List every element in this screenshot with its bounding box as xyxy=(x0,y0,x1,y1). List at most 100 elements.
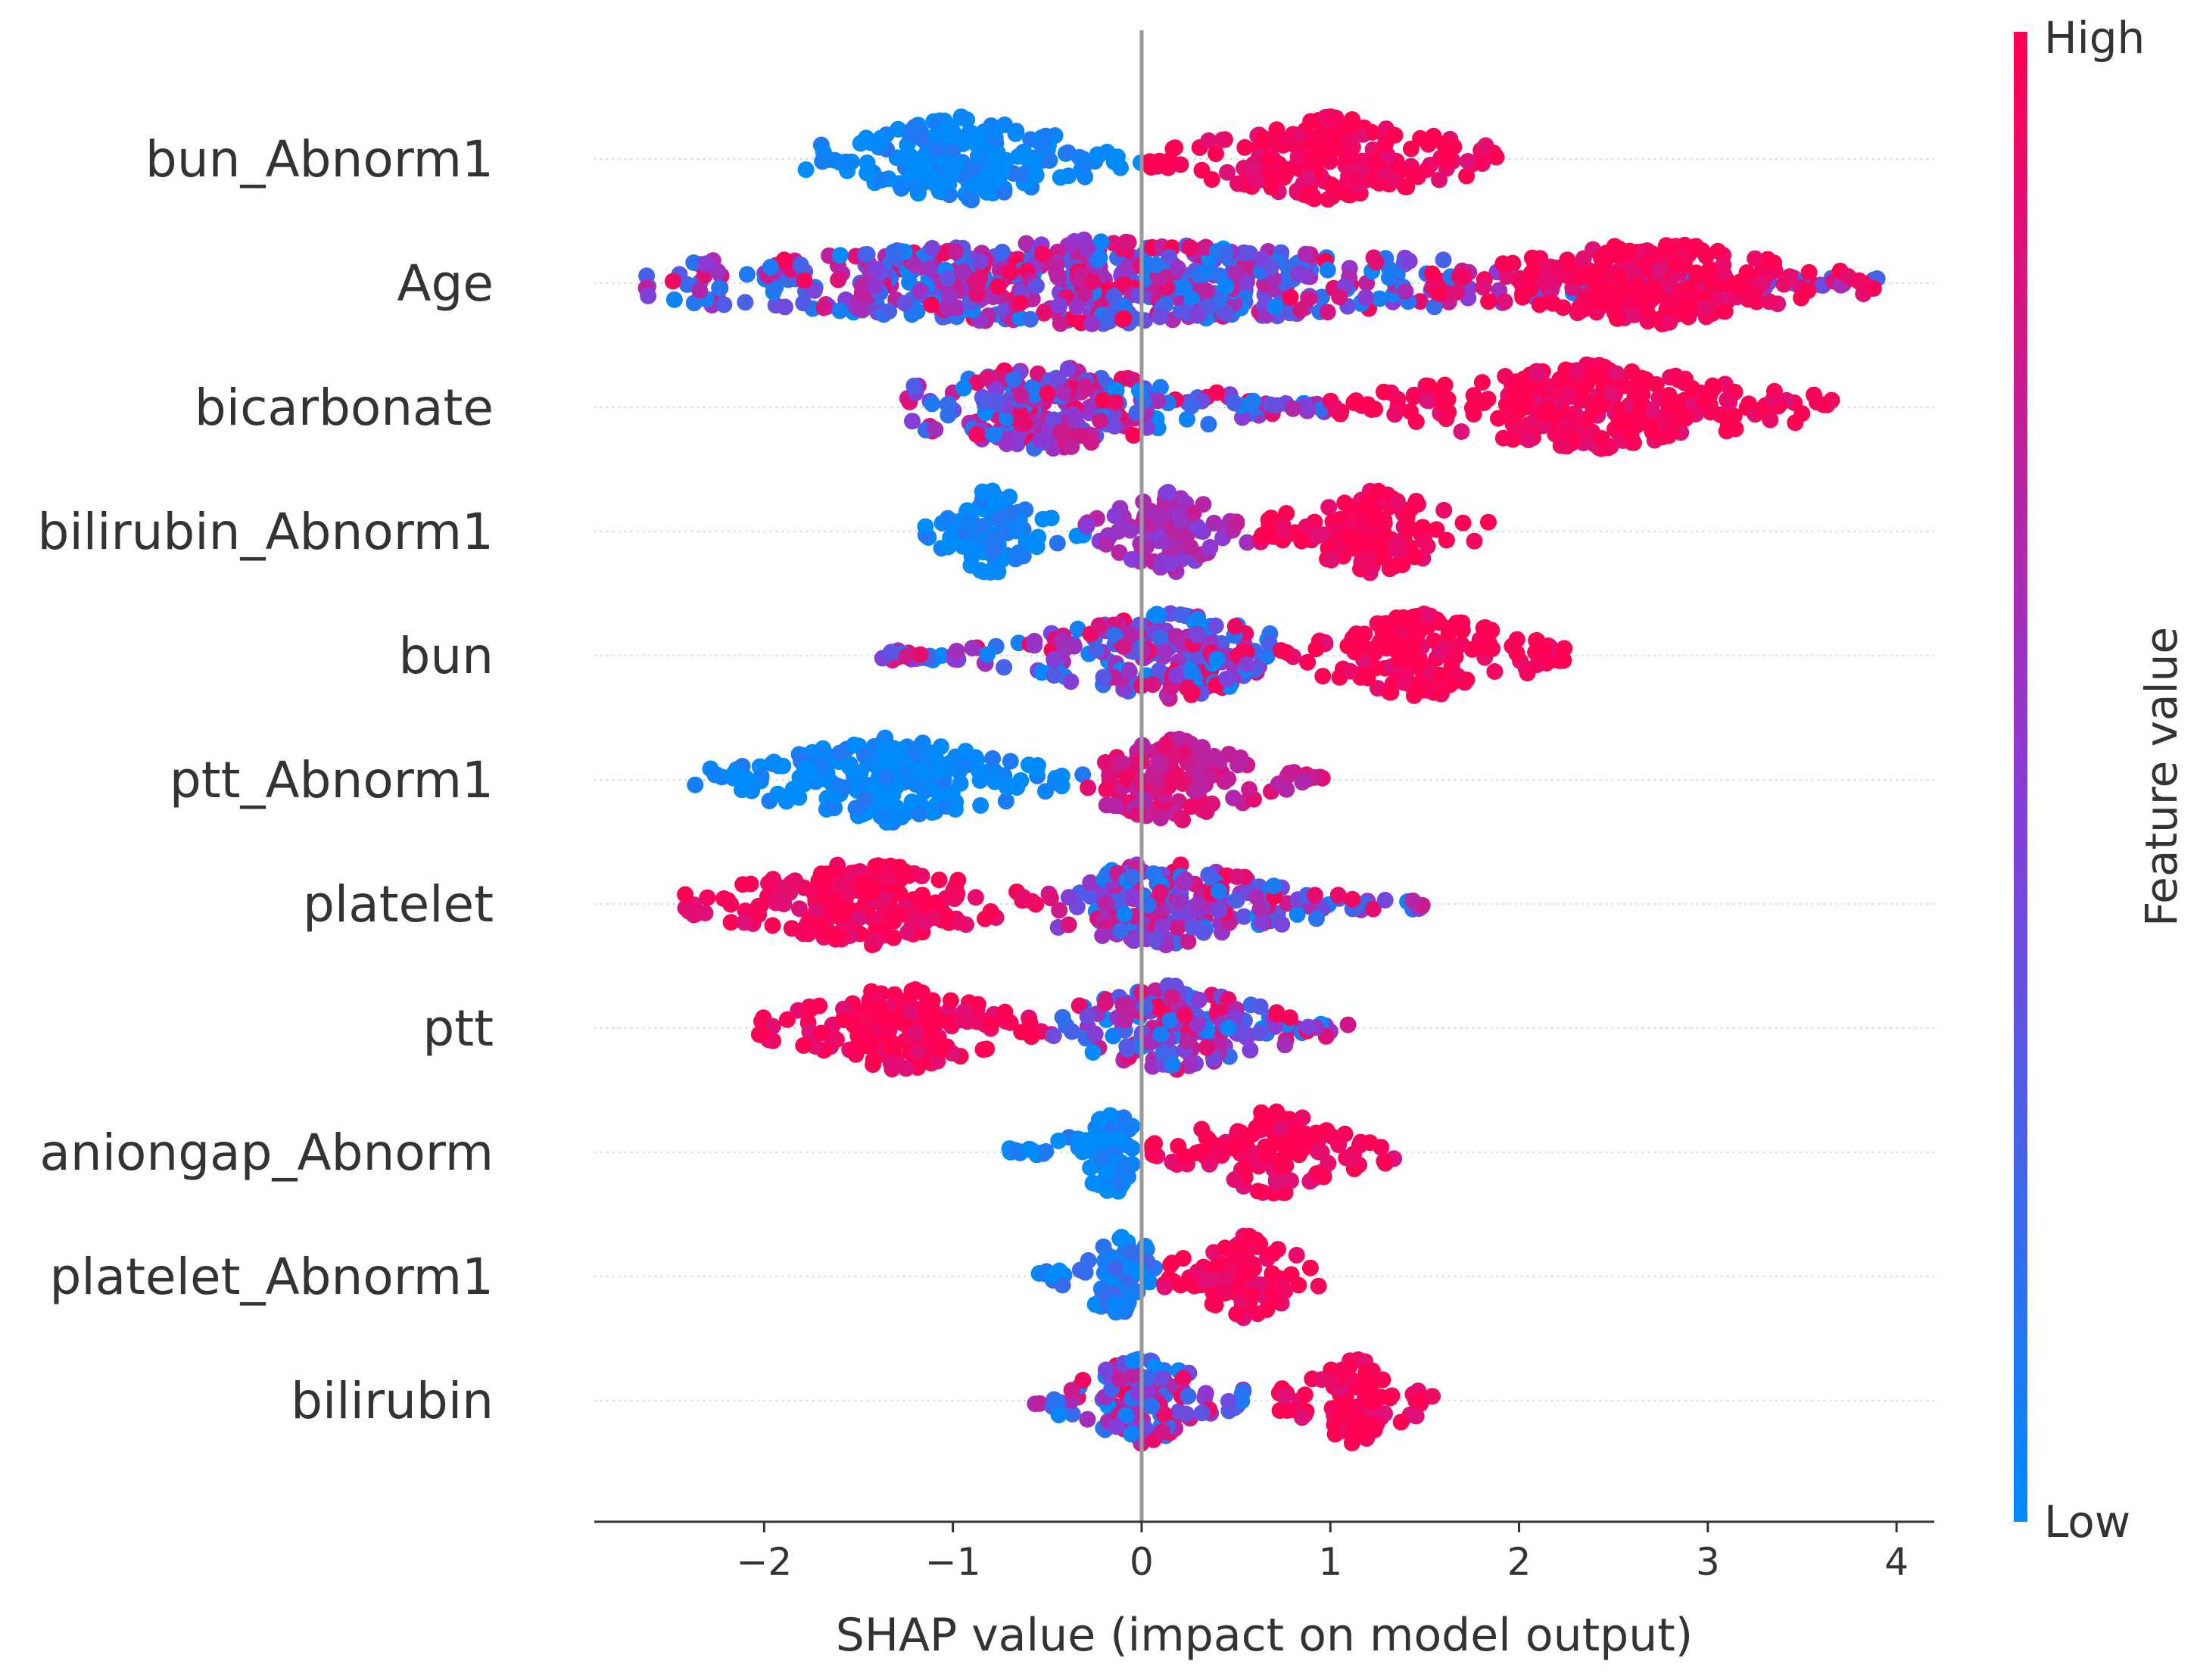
shap-point xyxy=(1426,298,1443,316)
x-tick-label: −2 xyxy=(737,1540,793,1584)
shap-point xyxy=(1331,288,1348,306)
shap-point xyxy=(815,759,832,777)
shap-point xyxy=(880,303,898,320)
shap-point xyxy=(1459,153,1476,170)
shap-point xyxy=(1092,412,1109,429)
shap-point xyxy=(927,421,944,438)
shap-point xyxy=(1435,251,1452,269)
colorbar: High Low Feature value xyxy=(2014,12,2187,1548)
shap-point xyxy=(1560,418,1578,435)
shap-point xyxy=(1151,379,1169,396)
shap-point xyxy=(1026,386,1043,404)
shap-point xyxy=(1761,293,1778,310)
shap-point xyxy=(1185,504,1202,522)
shap-point xyxy=(1302,113,1320,130)
shap-point xyxy=(699,889,716,906)
shap-point xyxy=(974,483,991,500)
shap-point xyxy=(1681,278,1699,295)
shap-point xyxy=(1658,242,1675,260)
shap-point xyxy=(1055,384,1072,401)
shap-point xyxy=(921,260,939,277)
shap-point xyxy=(1274,522,1292,539)
shap-point xyxy=(944,142,961,160)
shap-point xyxy=(709,263,727,280)
shap-point xyxy=(1675,374,1693,391)
shap-point xyxy=(914,734,931,752)
shap-point xyxy=(1097,1361,1114,1379)
shap-point xyxy=(906,909,924,927)
shap-point xyxy=(1130,1263,1148,1280)
shap-point xyxy=(1281,130,1298,147)
shap-point xyxy=(905,377,923,394)
shap-point xyxy=(1241,781,1258,798)
shap-point xyxy=(1675,304,1693,322)
shap-point xyxy=(1667,255,1684,273)
shap-point xyxy=(967,889,984,906)
x-axis-ticks: −2 −1 0 1 2 3 4 xyxy=(737,1522,1909,1584)
feature-label: ptt xyxy=(422,999,494,1058)
shap-point xyxy=(868,932,885,949)
shap-point xyxy=(878,905,896,923)
shap-point xyxy=(1455,269,1472,286)
shap-point xyxy=(1551,371,1569,388)
shap-point xyxy=(902,1004,919,1021)
shap-point xyxy=(1094,391,1111,409)
shap-point xyxy=(1205,514,1223,531)
shap-point xyxy=(1747,250,1764,267)
shap-point xyxy=(1097,995,1114,1012)
shap-point xyxy=(1148,606,1166,623)
shap-point xyxy=(1028,277,1045,295)
shap-point xyxy=(1069,620,1086,637)
shap-point xyxy=(1800,263,1818,281)
shap-point xyxy=(939,510,956,527)
shap-point xyxy=(1431,171,1448,189)
shap-point xyxy=(1173,810,1190,827)
shap-point xyxy=(1267,1174,1285,1191)
shap-point xyxy=(1631,398,1648,416)
shap-point xyxy=(1117,233,1135,251)
shap-point xyxy=(1131,382,1148,399)
shap-point xyxy=(1098,1182,1116,1199)
shap-point xyxy=(982,1016,999,1033)
shap-point xyxy=(1153,1370,1170,1387)
shap-point xyxy=(1067,410,1084,428)
shap-point xyxy=(940,270,956,287)
shap-point xyxy=(1704,273,1722,291)
shap-point xyxy=(1323,550,1340,568)
shap-point xyxy=(1522,264,1540,282)
shap-point xyxy=(1392,1414,1410,1431)
shap-point xyxy=(1254,129,1271,146)
shap-point xyxy=(946,243,964,260)
shap-point xyxy=(1391,651,1409,669)
shap-point xyxy=(996,659,1013,676)
shap-point xyxy=(1363,123,1381,141)
shap-point xyxy=(1110,1130,1127,1147)
shap-point xyxy=(1198,803,1215,820)
shap-point xyxy=(1284,400,1301,417)
shap-point xyxy=(1070,1130,1087,1148)
shap-point xyxy=(1028,761,1046,778)
shap-point xyxy=(850,909,868,927)
shap-point xyxy=(1488,148,1505,166)
shap-point xyxy=(883,1038,900,1055)
shap-point xyxy=(1078,517,1095,535)
shap-point xyxy=(664,273,681,290)
shap-point xyxy=(1108,382,1125,399)
shap-point xyxy=(814,153,831,170)
shap-point xyxy=(1608,365,1625,382)
shap-point xyxy=(1477,137,1494,154)
shap-point xyxy=(867,999,883,1017)
shap-point xyxy=(1411,1392,1429,1409)
shap-point xyxy=(1117,1011,1133,1029)
shap-point xyxy=(1715,256,1732,273)
shap-point xyxy=(1123,1243,1140,1261)
shap-point xyxy=(1697,299,1714,316)
shap-point xyxy=(911,806,928,823)
shap-point xyxy=(1401,252,1418,270)
shap-point xyxy=(1307,641,1325,658)
shap-point xyxy=(933,647,950,664)
shap-point xyxy=(1188,626,1205,644)
shap-point xyxy=(862,753,880,771)
shap-point xyxy=(1523,249,1541,266)
shap-point xyxy=(1412,293,1429,310)
